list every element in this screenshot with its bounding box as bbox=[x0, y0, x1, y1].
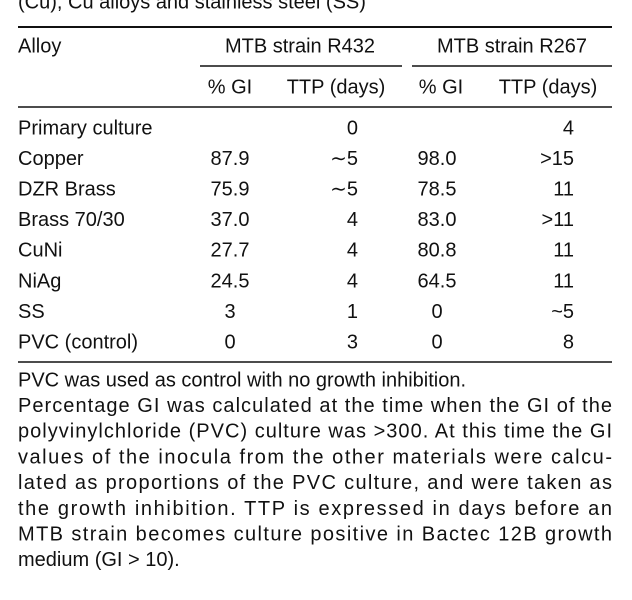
cell: 11 bbox=[553, 240, 574, 262]
cell: >15 bbox=[540, 148, 574, 170]
cell: 4 bbox=[563, 117, 574, 139]
cell: 87.9 bbox=[211, 148, 250, 170]
cell: ~5 bbox=[551, 301, 574, 323]
footnote-line: polyvinylchloride (PVC) culture was >300… bbox=[18, 421, 612, 443]
row-label: Copper bbox=[18, 148, 84, 170]
header-alloy: Alloy bbox=[18, 35, 61, 57]
header-group: MTB strain R432 bbox=[225, 35, 375, 57]
cell: 11 bbox=[553, 270, 574, 292]
cell: 0 bbox=[431, 331, 442, 353]
cell: 98.0 bbox=[418, 148, 457, 170]
cell: 64.5 bbox=[418, 270, 457, 292]
cell: ∼5 bbox=[330, 148, 358, 170]
cell: 1 bbox=[347, 301, 358, 323]
cell: 83.0 bbox=[418, 209, 457, 231]
row-label: Brass 70/30 bbox=[18, 209, 125, 231]
cell: 8 bbox=[563, 331, 574, 353]
row-label: CuNi bbox=[18, 240, 62, 262]
cell: 78.5 bbox=[418, 178, 457, 200]
cell: 80.8 bbox=[418, 240, 457, 262]
cell: 27.7 bbox=[211, 240, 250, 262]
header-sub: % GI bbox=[419, 76, 463, 98]
row-label: DZR Brass bbox=[18, 178, 116, 200]
footnote-line: lated as proportions of the PVC culture,… bbox=[18, 472, 612, 494]
row-label: SS bbox=[18, 301, 45, 323]
footnote-line: Percentage GI was calculated at the time… bbox=[18, 395, 612, 417]
header-sub: % GI bbox=[208, 76, 252, 98]
cell: 4 bbox=[347, 270, 358, 292]
header-sub: TTP (days) bbox=[287, 76, 386, 98]
header-group: MTB strain R267 bbox=[437, 35, 587, 57]
cell: ∼5 bbox=[330, 178, 358, 200]
cell: 0 bbox=[224, 331, 235, 353]
cell: 3 bbox=[224, 301, 235, 323]
cell: 4 bbox=[347, 240, 358, 262]
cell: 37.0 bbox=[211, 209, 250, 231]
footnote-line: PVC was used as control with no growth i… bbox=[18, 369, 466, 391]
cell: 4 bbox=[347, 209, 358, 231]
cell: 24.5 bbox=[211, 270, 250, 292]
row-label: PVC (control) bbox=[18, 331, 138, 353]
footnote-line: values of the inocula from the other mat… bbox=[18, 446, 612, 468]
cell: 0 bbox=[431, 301, 442, 323]
footnote-line: medium (GI > 10). bbox=[18, 549, 180, 571]
caption: (Cu), Cu alloys and stainless steel (SS) bbox=[18, 0, 366, 13]
cell: >11 bbox=[542, 209, 574, 231]
cell: 75.9 bbox=[211, 178, 250, 200]
header-sub: TTP (days) bbox=[499, 76, 598, 98]
footnote-line: MTB strain becomes culture positive in B… bbox=[18, 523, 612, 545]
row-label: Primary culture bbox=[18, 117, 152, 139]
cell: 11 bbox=[553, 178, 574, 200]
row-label: NiAg bbox=[18, 270, 61, 292]
cell: 0 bbox=[347, 117, 358, 139]
cell: 3 bbox=[347, 331, 358, 353]
footnote-line: the growth inhibition. TTP is expressed … bbox=[18, 498, 612, 520]
